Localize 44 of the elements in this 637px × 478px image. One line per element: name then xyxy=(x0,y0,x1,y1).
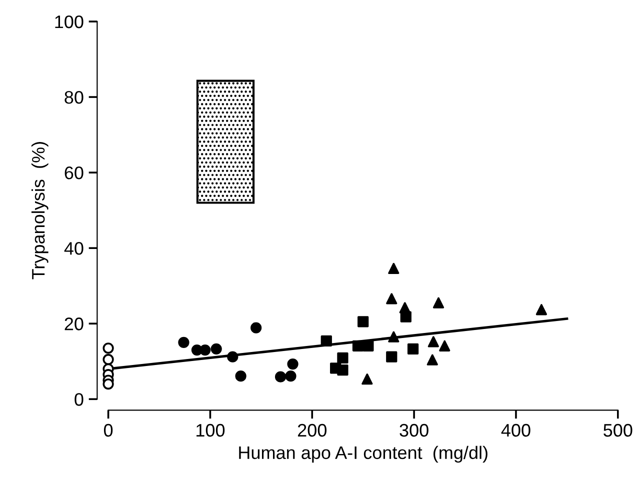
point xyxy=(102,342,114,354)
point xyxy=(386,351,398,362)
point xyxy=(407,343,419,354)
point xyxy=(200,344,211,356)
point xyxy=(399,302,410,314)
x-tick-label: 400 xyxy=(501,424,530,437)
point xyxy=(386,293,398,304)
y-tick-label: 40 xyxy=(64,242,84,255)
point xyxy=(388,331,400,342)
x-tick-label: 100 xyxy=(196,424,225,437)
point xyxy=(102,354,114,366)
x-axis-title: Human apo A-I content (mg/dl) xyxy=(239,446,488,463)
point xyxy=(102,378,114,390)
point xyxy=(210,343,222,354)
point xyxy=(235,370,246,382)
point xyxy=(432,297,444,308)
point xyxy=(362,374,373,385)
y-tick-label: 20 xyxy=(64,318,84,330)
point xyxy=(178,336,190,348)
point xyxy=(337,364,348,376)
y-axis-title: Trypanolysis (%) xyxy=(31,142,48,280)
x-tick-label: 300 xyxy=(400,424,428,437)
point xyxy=(426,354,438,366)
x-tick-label: 0 xyxy=(104,424,113,437)
point xyxy=(320,335,332,347)
y-tick-label: 0 xyxy=(74,393,84,406)
y-tick-label: 60 xyxy=(64,166,84,180)
point xyxy=(227,351,238,362)
point xyxy=(352,340,364,352)
point xyxy=(287,358,298,370)
point xyxy=(285,370,296,382)
point xyxy=(250,322,262,334)
point xyxy=(358,316,369,328)
point xyxy=(439,340,450,352)
point xyxy=(337,352,348,364)
x-tick-label: 500 xyxy=(604,424,632,437)
point xyxy=(536,304,548,316)
point xyxy=(428,336,439,348)
y-tick-label: 80 xyxy=(64,90,84,104)
x-tick-label: 200 xyxy=(298,424,326,437)
point xyxy=(274,371,286,382)
y-tick-label: 100 xyxy=(55,15,84,28)
point xyxy=(362,340,374,352)
point xyxy=(388,262,400,274)
